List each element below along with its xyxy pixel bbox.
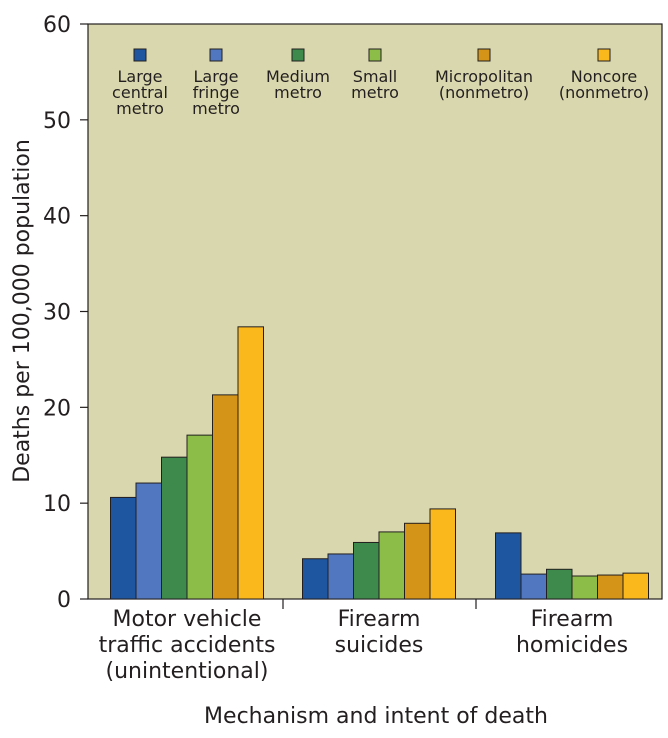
bar: [186, 434, 213, 600]
bar: [302, 558, 329, 600]
bar: [327, 553, 354, 600]
bar: [378, 531, 405, 600]
legend-label-line: metro: [116, 99, 164, 118]
category-label-line: Motor vehicle: [113, 607, 262, 632]
bar: [622, 572, 649, 600]
category-label-line: (unintentional): [106, 659, 269, 684]
category-label: Motor vehicle traffic accidents (unintenti…: [99, 607, 276, 684]
bar: [212, 394, 239, 600]
x-axis: Motor vehicle traffic accidents (unintenti…: [99, 599, 628, 684]
bar: [353, 541, 380, 600]
legend-label-line: Medium: [266, 67, 330, 86]
bar: [520, 573, 547, 600]
legend-label-line: (nonmetro): [439, 83, 529, 102]
x-axis-title: Mechanism and intent of death: [204, 704, 548, 729]
legend-label: Noncore (nonmetro): [559, 67, 649, 102]
bars: [110, 326, 649, 600]
legend-label-line: Small: [353, 67, 397, 86]
bar: [110, 496, 137, 600]
category-label: Firearm homicides: [516, 607, 628, 658]
y-axis: 0 10 20 30 40 50 60: [43, 13, 88, 613]
legend-label: Medium metro: [266, 67, 330, 102]
legend-label-line: central: [112, 83, 168, 102]
legend-label-line: (nonmetro): [559, 83, 649, 102]
y-axis-title: Deaths per 100,000 population: [10, 139, 35, 483]
legend-swatch: [477, 48, 491, 62]
legend-label-line: metro: [274, 83, 322, 102]
bar: [237, 326, 264, 600]
legend-label: Large central metro: [112, 67, 168, 118]
legend-swatch: [291, 48, 305, 62]
legend-label: Micropolitan (nonmetro): [435, 67, 533, 102]
bar: [571, 575, 598, 600]
legend-label-line: Micropolitan: [435, 67, 533, 86]
legend-label: Small metro: [351, 67, 399, 102]
category-label-line: traffic accidents: [99, 633, 276, 658]
y-tick-label: 40: [43, 205, 71, 230]
category-label: Firearm suicides: [335, 607, 424, 658]
y-tick-label: 10: [43, 492, 71, 517]
legend-swatch: [597, 48, 611, 62]
legend-label-line: Large: [193, 67, 238, 86]
category-label-line: Firearm: [338, 607, 421, 632]
legend-label-line: metro: [351, 83, 399, 102]
y-tick-label: 60: [43, 13, 71, 38]
category-label-line: suicides: [335, 633, 424, 658]
legend-swatch: [133, 48, 147, 62]
category-label-line: Firearm: [531, 607, 614, 632]
legend-label-line: Noncore: [571, 67, 638, 86]
bar: [161, 456, 188, 600]
bar: [546, 568, 573, 600]
legend-swatch: [368, 48, 382, 62]
legend-swatch: [209, 48, 223, 62]
y-tick-label: 50: [43, 109, 71, 134]
bar: [404, 522, 431, 600]
legend-label-line: Large: [117, 67, 162, 86]
bar: [135, 482, 162, 600]
legend-label-line: metro: [192, 99, 240, 118]
bar: [597, 574, 624, 600]
y-tick-label: 0: [57, 588, 71, 613]
bar: [495, 532, 522, 600]
bar: [429, 508, 456, 600]
y-tick-label: 20: [43, 396, 71, 421]
y-tick-label: 30: [43, 301, 71, 326]
category-label-line: homicides: [516, 633, 628, 658]
legend-label: Large fringe metro: [192, 67, 240, 118]
legend-label-line: fringe: [193, 83, 240, 102]
